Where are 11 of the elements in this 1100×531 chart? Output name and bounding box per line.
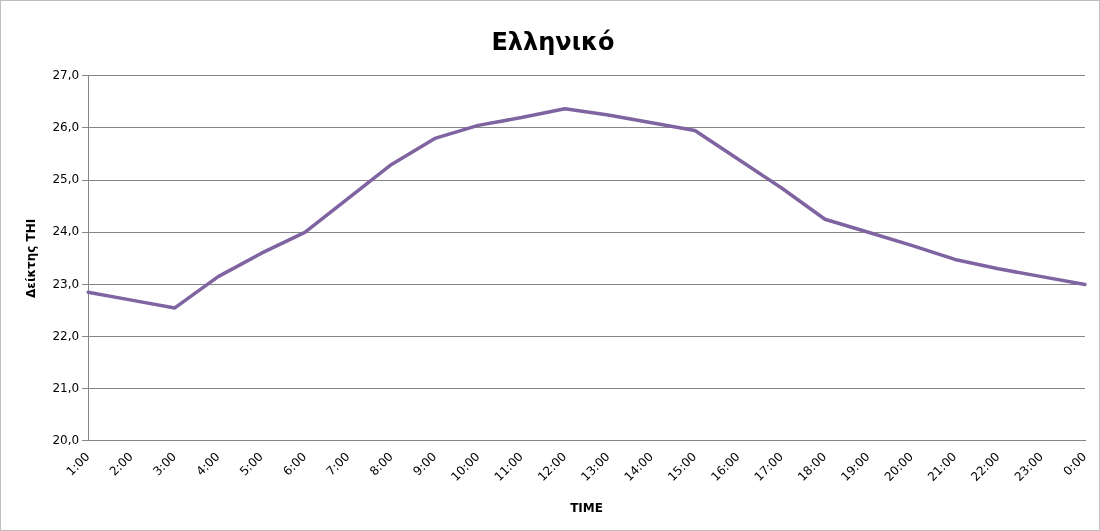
y-tick-label: 23,0 — [52, 276, 80, 291]
x-axis-title: TIME — [570, 500, 603, 515]
y-tick-label: 21,0 — [52, 380, 80, 395]
y-tick-label: 26,0 — [52, 120, 80, 135]
chart-title: Ελληνικό — [491, 27, 615, 56]
y-tick-label: 20,0 — [52, 433, 80, 448]
y-tick-label: 25,0 — [52, 172, 80, 187]
y-axis-title: Δείκτης THI — [24, 218, 39, 299]
y-tick-label: 22,0 — [52, 328, 80, 343]
y-tick-label: 24,0 — [52, 224, 80, 239]
y-tick-label: 27,0 — [52, 67, 80, 82]
